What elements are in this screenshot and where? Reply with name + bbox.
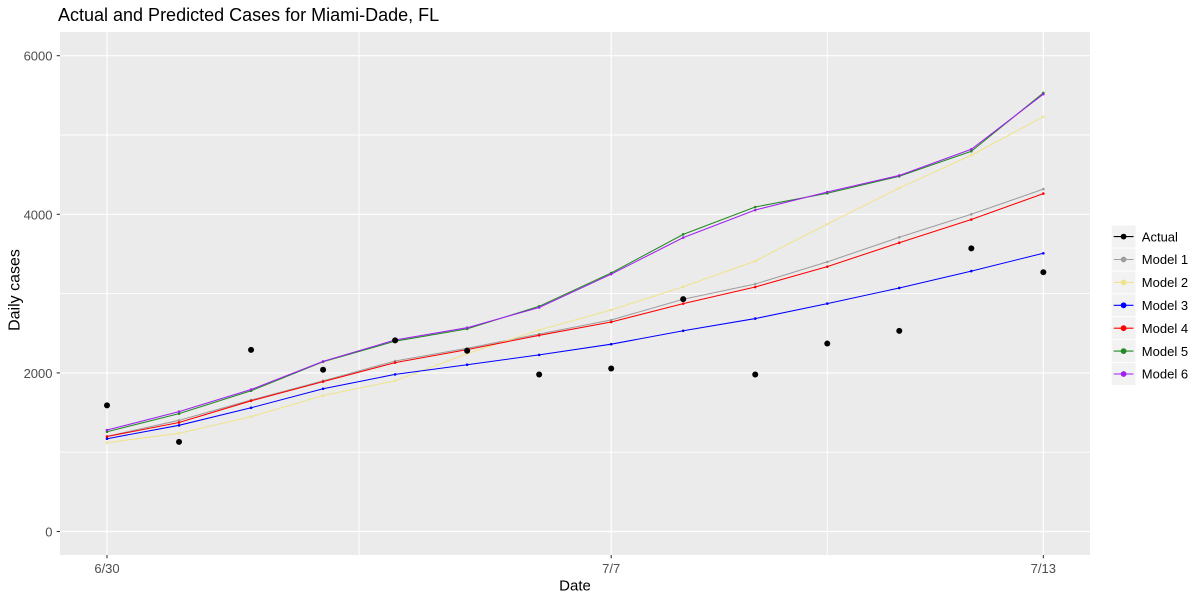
svg-text:6000: 6000	[24, 49, 53, 64]
svg-text:Model 5: Model 5	[1142, 344, 1188, 359]
svg-text:6/30: 6/30	[94, 561, 119, 576]
svg-text:Model 6: Model 6	[1142, 367, 1188, 382]
svg-text:Model 2: Model 2	[1142, 275, 1188, 290]
svg-text:Model 4: Model 4	[1142, 321, 1188, 336]
svg-text:Model 3: Model 3	[1142, 298, 1188, 313]
svg-text:2000: 2000	[24, 366, 53, 381]
svg-text:7/13: 7/13	[1031, 561, 1056, 576]
svg-text:Date: Date	[559, 578, 591, 595]
svg-text:7/7: 7/7	[602, 561, 620, 576]
svg-text:0: 0	[45, 525, 52, 540]
svg-text:Model 1: Model 1	[1142, 252, 1188, 267]
svg-text:Daily cases: Daily cases	[7, 249, 24, 331]
svg-text:4000: 4000	[24, 207, 53, 222]
svg-text:Actual and Predicted Cases for: Actual and Predicted Cases for Miami-Dad…	[58, 5, 439, 25]
svg-text:Actual: Actual	[1142, 229, 1178, 244]
